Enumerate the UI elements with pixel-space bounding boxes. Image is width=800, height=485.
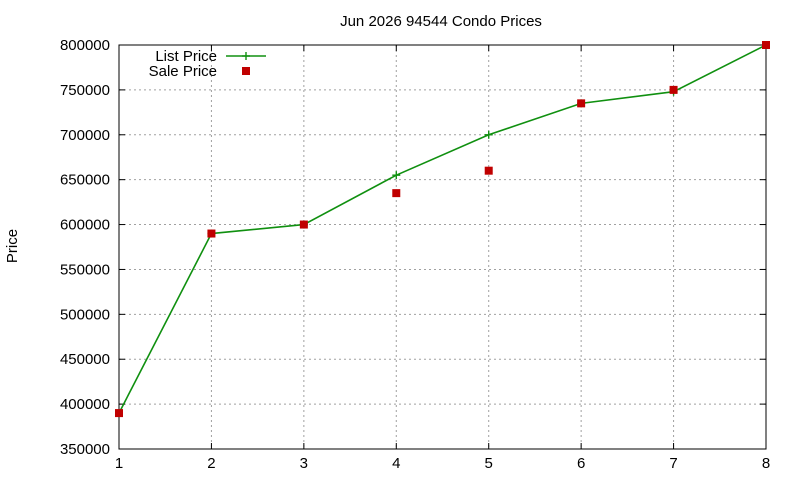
sale-price-point [577,99,586,108]
y-tick-label: 550000 [60,261,110,278]
y-tick-label: 350000 [60,441,110,458]
grid [119,45,766,449]
sale-price-point [115,409,123,418]
x-axis-ticks: 1 2 3 4 5 6 7 8 [115,45,770,472]
sale-price-point [392,189,401,198]
x-tick-label: 5 [485,455,493,472]
y-axis-ticks: 350000 400000 450000 500000 550000 600000 6500… [60,37,766,458]
y-axis-label: Price [4,229,21,263]
y-tick-label: 750000 [60,82,110,99]
y-tick-label: 700000 [60,127,110,144]
sale-price-point [484,166,493,175]
chart-title: Jun 2026 94544 Condo Prices [340,13,542,30]
x-tick-label: 1 [115,455,123,472]
plot-frame [118,44,767,450]
plot-border [118,44,767,450]
legend-swatch-sale-price [242,67,250,75]
list-price-point [484,130,493,139]
x-tick-label: 4 [392,455,400,472]
x-tick-label: 6 [577,455,585,472]
x-tick-label: 3 [300,455,308,472]
legend-label-sale-price: Sale Price [149,63,217,80]
series-layer [115,41,770,418]
sale-price-point [762,41,770,49]
x-tick-label: 8 [762,455,770,472]
sale-price-point [669,85,678,94]
sale-price-point [299,220,308,229]
series-line-list-price [118,44,767,414]
y-tick-label: 800000 [60,37,110,54]
y-tick-label: 450000 [60,351,110,368]
legend-label-list-price: List Price [155,48,217,65]
x-tick-label: 2 [207,455,215,472]
y-tick-label: 650000 [60,172,110,189]
x-tick-label: 7 [669,455,677,472]
y-tick-label: 500000 [60,306,110,323]
y-tick-label: 600000 [60,217,110,234]
y-tick-label: 400000 [60,396,110,413]
list-price-point [392,171,401,180]
sale-price-point [207,229,216,238]
